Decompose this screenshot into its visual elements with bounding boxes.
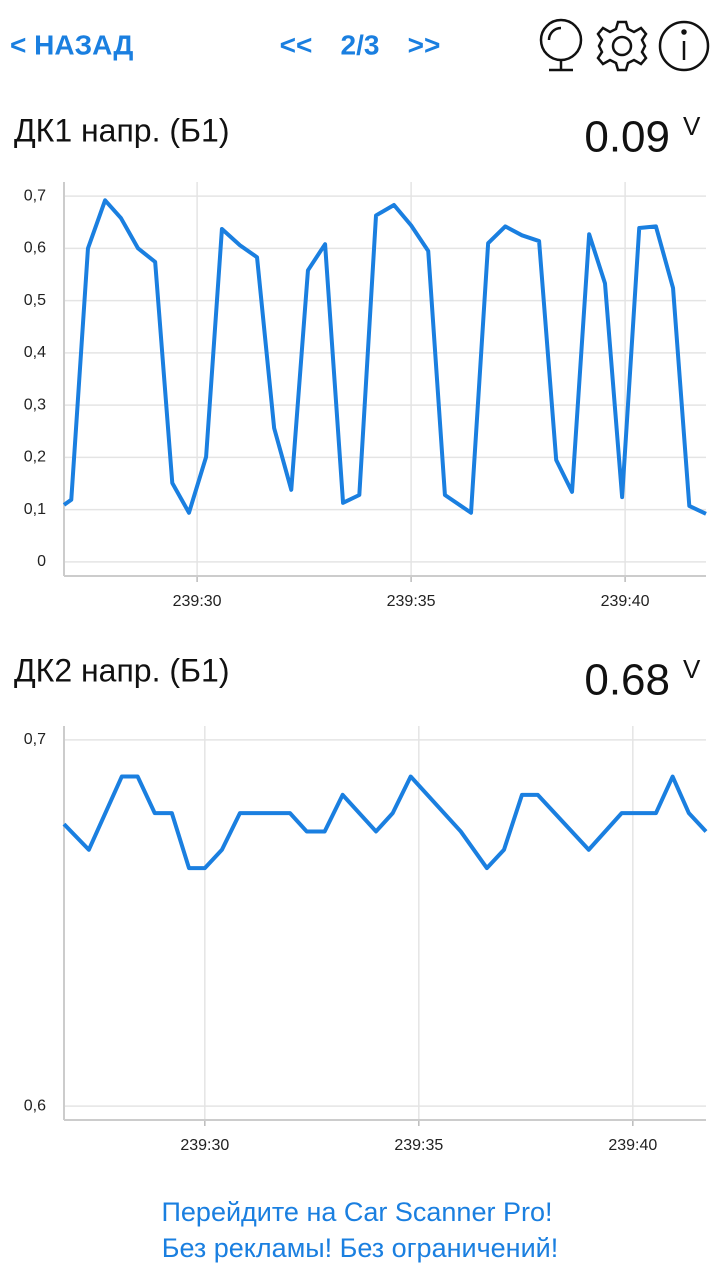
chart-title: ДК1 напр. (Б1): [14, 112, 229, 148]
y-tick-label: 0,7: [24, 187, 46, 204]
y-tick-label: 0,7: [24, 731, 46, 748]
mirror-icon[interactable]: [539, 18, 583, 72]
y-tick-label: 0,2: [24, 449, 46, 466]
y-tick-label: 0,5: [24, 292, 46, 309]
data-line: [62, 774, 708, 871]
info-icon[interactable]: [658, 20, 710, 72]
page-indicator: 2/3: [341, 29, 380, 60]
y-tick-label: 0,3: [24, 396, 46, 413]
y-tick-label: 0,1: [24, 501, 46, 518]
x-tick-label: 239:35: [387, 593, 436, 610]
settings-icon[interactable]: [596, 20, 648, 72]
x-tick-label: 239:30: [180, 1137, 229, 1154]
y-tick-label: 0,6: [24, 240, 46, 257]
x-tick-label: 239:35: [394, 1137, 443, 1154]
promo-line[interactable]: Без рекламы! Без ограничений!: [162, 1233, 558, 1263]
value-unit: V: [683, 654, 701, 684]
y-tick-label: 0,6: [24, 1097, 46, 1114]
x-tick-label: 239:30: [173, 593, 222, 610]
chart-title: ДК2 напр. (Б1): [14, 652, 229, 688]
y-tick-label: 0,4: [24, 344, 46, 361]
value-unit: V: [683, 111, 701, 141]
x-tick-label: 239:40: [608, 1137, 657, 1154]
y-tick-label: 0: [37, 553, 46, 570]
data-line: [62, 198, 707, 516]
promo-line[interactable]: Перейдите на Car Scanner Pro!: [162, 1197, 553, 1227]
next-page[interactable]: >>: [408, 29, 441, 60]
x-tick-label: 239:40: [601, 593, 650, 610]
current-value: 0.68: [584, 656, 670, 705]
current-value: 0.09: [584, 113, 670, 162]
prev-page[interactable]: <<: [280, 29, 313, 60]
back-button[interactable]: < НАЗАД: [10, 29, 133, 60]
